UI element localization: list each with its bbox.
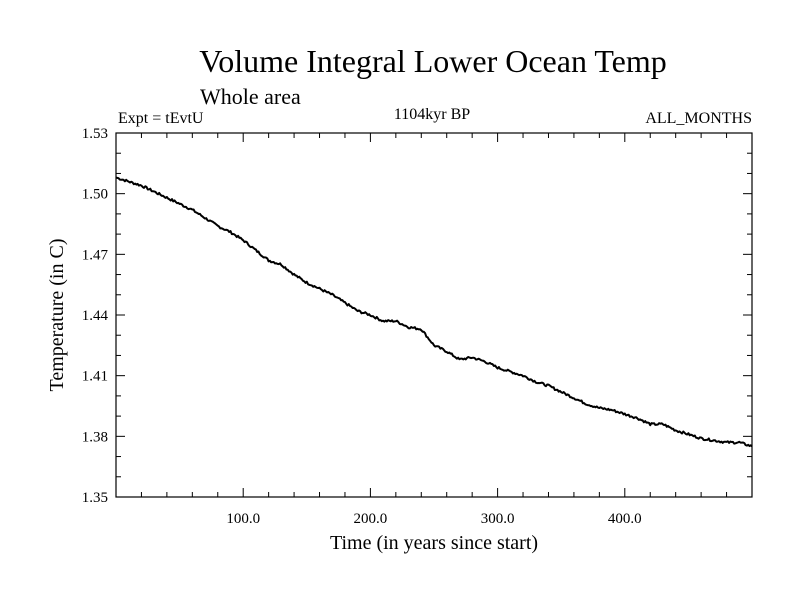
chart-title: Volume Integral Lower Ocean Temp: [199, 43, 667, 79]
y-tick-label: 1.50: [82, 187, 108, 203]
y-tick-label: 1.35: [82, 490, 108, 506]
y-tick-label: 1.44: [82, 308, 109, 324]
period-label: 1104kyr BP: [394, 106, 470, 123]
x-tick-label: 400.0: [608, 511, 642, 527]
expt-label: Expt = tEvtU: [118, 110, 204, 127]
x-tick-label: 300.0: [481, 511, 515, 527]
plot-frame: [115, 132, 753, 498]
temperature-line: [115, 176, 753, 448]
months-label: ALL_MONTHS: [645, 110, 752, 127]
x-tick-label: 200.0: [354, 511, 388, 527]
axis-ticks: [116, 132, 752, 498]
x-tick-label: 100.0: [226, 511, 260, 527]
y-tick-label: 1.53: [82, 126, 108, 142]
y-tick-label: 1.41: [82, 369, 108, 385]
y-axis-label: Temperature (in C): [46, 239, 68, 392]
chart-subtitle: Whole area: [200, 84, 301, 109]
y-tick-labels: 1.35 1.38 1.41 1.44 1.47 1.50 1.53: [82, 126, 109, 506]
y-tick-label: 1.38: [82, 429, 108, 445]
x-tick-labels: 100.0 200.0 300.0 400.0: [226, 511, 641, 527]
x-axis-label: Time (in years since start): [330, 532, 538, 554]
y-tick-label: 1.47: [82, 247, 109, 263]
